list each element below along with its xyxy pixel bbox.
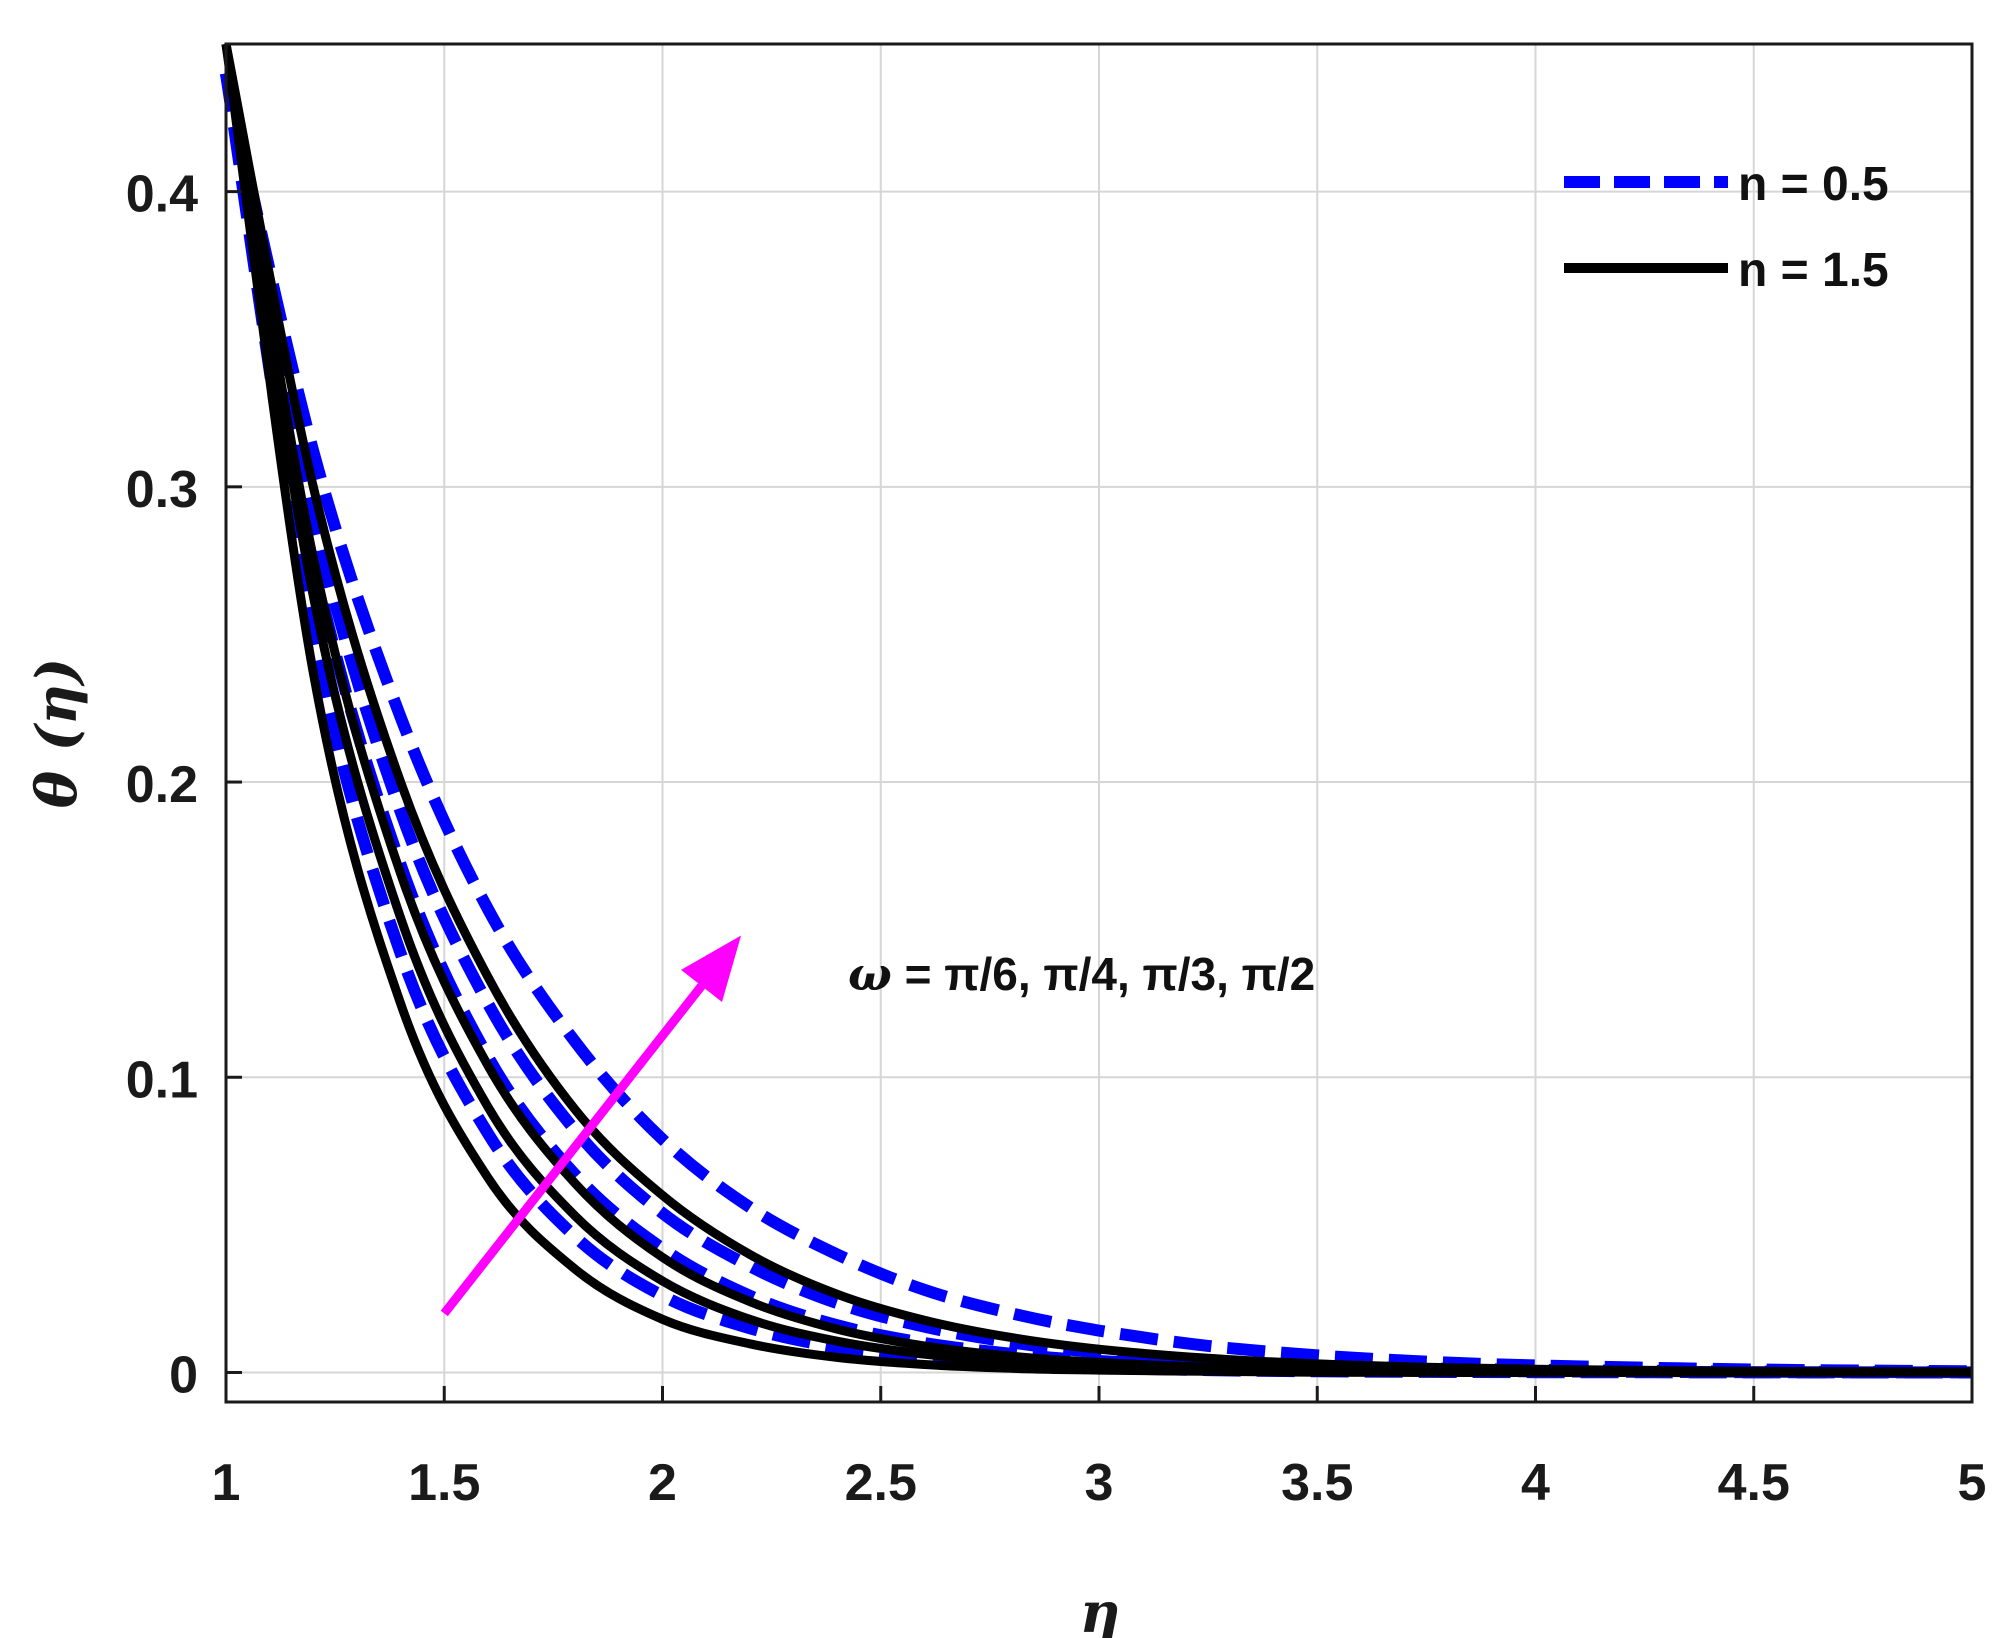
- annotation-arrow: [440, 983, 706, 1317]
- series-line-7: [221, 43, 1973, 1377]
- y-tick-label-1: 0.1: [126, 1051, 198, 1109]
- series-line-3: [220, 72, 1973, 1378]
- y-tick-labels: 0 0.1 0.2 0.3 0.4: [126, 166, 198, 1405]
- x-tick-labels: 1 1.5 2 2.5 3 3.5 4 4.5 5: [212, 1454, 1987, 1512]
- x-axis-label: η: [1080, 1580, 1121, 1638]
- y-tick-label-4: 0.4: [126, 166, 198, 224]
- grid-lines: [225, 44, 1973, 1402]
- series-line-2: [220, 72, 1973, 1379]
- axes: [224, 42, 1974, 1404]
- y-axis-label: θ (η): [24, 658, 90, 809]
- series-group: [220, 43, 1973, 1379]
- annotation-label: ω = π/6, π/4, π/3, π/2: [848, 947, 1315, 1001]
- annotation-values: = π/6, π/4, π/3, π/2: [892, 948, 1315, 1000]
- x-tick-label-3: 2.5: [845, 1454, 917, 1512]
- legend: n = 0.5 n = 1.5: [1564, 158, 1889, 297]
- legend-label-n15: n = 1.5: [1738, 244, 1889, 297]
- annotation: ω = π/6, π/4, π/3, π/2: [440, 935, 1315, 1317]
- annotation-omega: ω: [848, 947, 892, 1001]
- x-tick-label-8: 5: [1958, 1454, 1987, 1512]
- x-tick-label-1: 1.5: [408, 1454, 480, 1512]
- y-tick-label-2: 0.2: [126, 756, 198, 814]
- x-tick-label-5: 3.5: [1281, 1454, 1353, 1512]
- x-tick-label-0: 1: [212, 1454, 241, 1512]
- legend-label-n05: n = 0.5: [1738, 158, 1889, 211]
- x-tick-label-4: 3: [1085, 1454, 1114, 1512]
- x-tick-label-7: 4.5: [1718, 1454, 1790, 1512]
- annotation-arrowhead: [681, 935, 742, 1002]
- x-tick-label-2: 2: [648, 1454, 677, 1512]
- y-tick-label-0: 0: [169, 1346, 198, 1404]
- x-tick-label-6: 4: [1521, 1454, 1550, 1512]
- y-tick-label-3: 0.3: [126, 461, 198, 519]
